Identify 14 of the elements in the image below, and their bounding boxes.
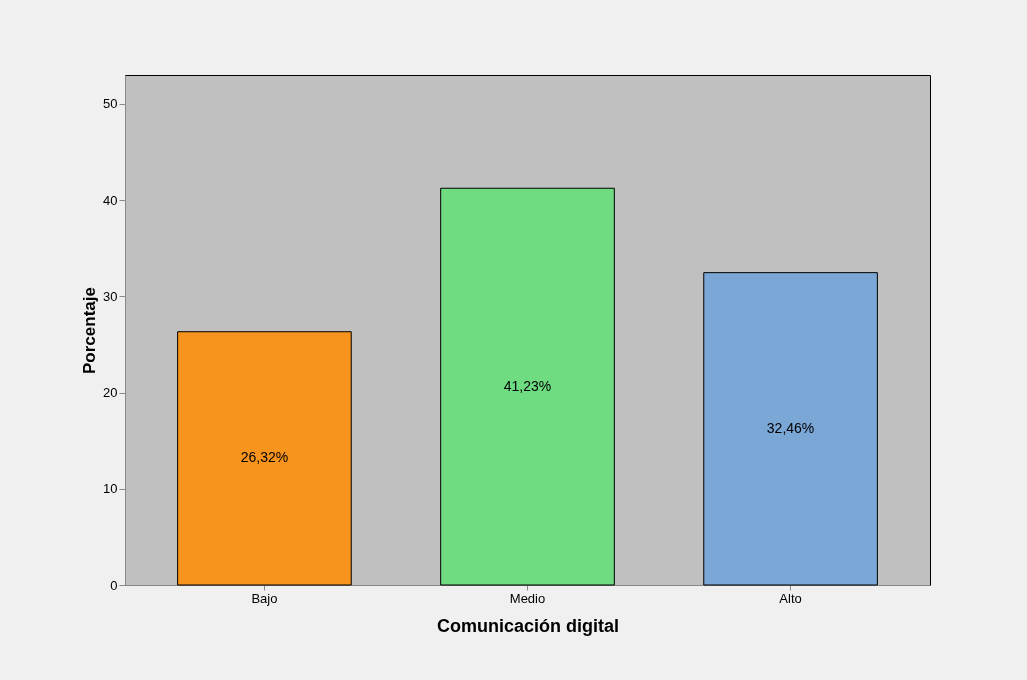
- data-label: 32,46%: [766, 419, 815, 436]
- y-tick-label: 40: [103, 192, 118, 208]
- x-tick-label: Alto: [779, 590, 802, 606]
- x-tick-label: Medio: [509, 590, 546, 606]
- data-label: 41,23%: [503, 377, 552, 394]
- data-label: 26,32%: [240, 449, 289, 466]
- y-axis-title: Porcentaje: [80, 287, 100, 374]
- x-axis-title: Comunicación digital: [436, 615, 620, 636]
- x-tick-label: Bajo: [251, 590, 278, 606]
- y-tick-label: 30: [103, 288, 118, 304]
- y-tick-label: 50: [103, 96, 118, 112]
- y-tick-label: 20: [103, 385, 118, 401]
- y-tick-label: 10: [103, 481, 118, 497]
- y-tick-label: 0: [110, 577, 118, 593]
